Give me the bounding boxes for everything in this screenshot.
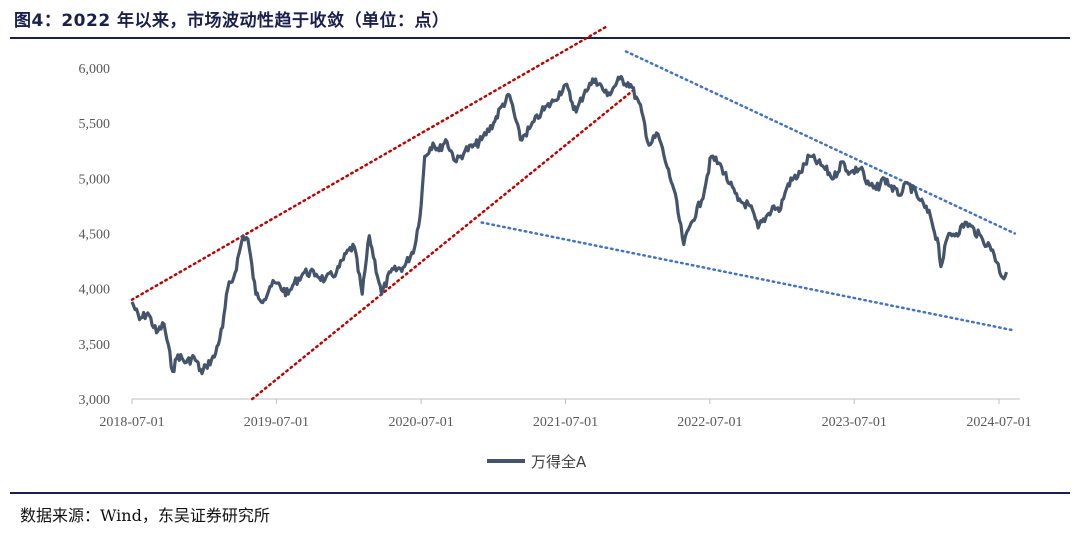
x-tick-label: 2022-07-01 [677, 415, 742, 430]
x-tick-label: 2019-07-01 [244, 415, 309, 430]
series-line [130, 74, 1009, 376]
x-tick-label: 2020-07-01 [388, 415, 453, 430]
y-tick-label: 3,500 [79, 338, 111, 353]
y-tick-label: 4,500 [79, 228, 111, 243]
y-tick-label: 6,000 [79, 62, 111, 77]
line-chart: 3,000 3,500 4,000 4,500 5,000 5,500 6,000 2018… [79, 24, 1032, 471]
x-tick-label: 2018-07-01 [99, 415, 164, 430]
bottom-divider [10, 492, 1070, 494]
y-tick-label: 4,000 [79, 283, 111, 298]
x-tick-label: 2024-07-01 [966, 415, 1031, 430]
figure-title: 图4：2022 年以来，市场波动性趋于收敛（单位：点） [14, 11, 450, 31]
top-divider [10, 37, 1070, 39]
legend-label: 万得全A [531, 453, 587, 471]
wedge-line [480, 221, 1017, 332]
trend-lines [130, 24, 1017, 401]
x-tick-label: 2021-07-01 [533, 415, 598, 430]
x-tick-label: 2023-07-01 [822, 415, 887, 430]
y-tick-label: 5,000 [79, 172, 111, 187]
source-note: 数据来源：Wind，东吴证券研究所 [20, 506, 270, 525]
y-tick-label: 3,000 [79, 393, 111, 408]
legend: 万得全A [487, 453, 587, 471]
series-layer [130, 74, 1009, 376]
channel-line [130, 24, 609, 301]
channel-line [250, 88, 635, 401]
y-axis: 3,000 3,500 4,000 4,500 5,000 5,500 6,000 [79, 62, 111, 408]
y-tick-label: 5,500 [79, 117, 111, 132]
wedge-line [624, 50, 1017, 235]
x-axis: 2018-07-01 2019-07-01 2020-07-01 2021-07-01… [99, 398, 1032, 430]
